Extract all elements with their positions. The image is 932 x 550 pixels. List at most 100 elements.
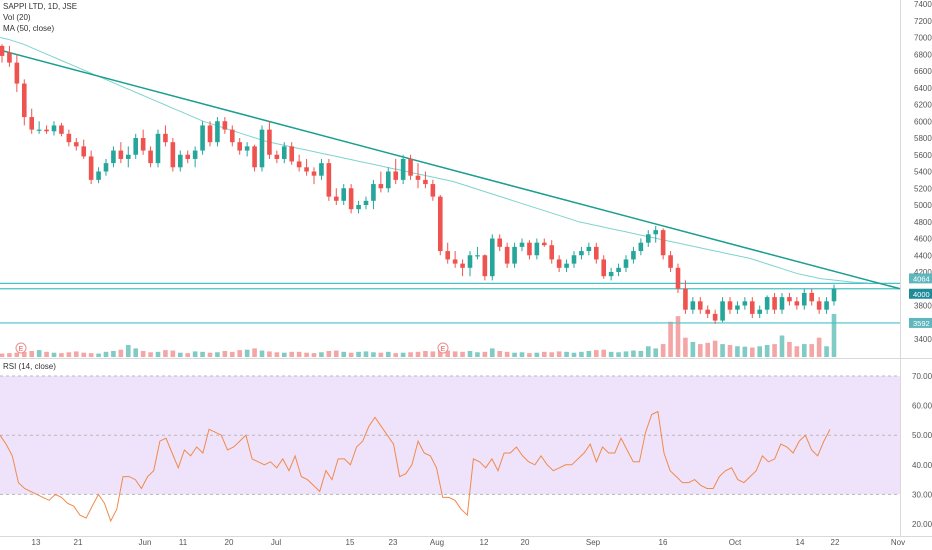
volume-bar [385, 351, 391, 357]
volume-bar [244, 349, 250, 357]
candle-body [356, 205, 361, 210]
time-tick-label: 22 [831, 538, 840, 547]
candle-body [296, 161, 302, 168]
volume-legend[interactable]: Vol (20) [3, 13, 31, 22]
candle-body [668, 255, 673, 268]
price-badge[interactable] [909, 273, 932, 284]
candle-body [14, 62, 20, 84]
candle-body [809, 292, 815, 302]
trendline[interactable] [0, 49, 901, 290]
candle-body [44, 129, 49, 132]
price-tick-label: 7400 [914, 0, 932, 9]
candle-body [29, 117, 35, 130]
volume-bar [571, 352, 577, 357]
volume-bar [504, 351, 510, 357]
volume-bar [749, 347, 755, 357]
candle-body [831, 288, 837, 302]
volume-bar [133, 348, 139, 357]
candle-body [616, 267, 621, 272]
candle-body [712, 313, 718, 321]
volume-bar [727, 344, 733, 357]
candle-body [408, 158, 413, 176]
volume-bar [452, 351, 458, 357]
earnings-marker[interactable] [15, 342, 27, 354]
volume-bar [0, 353, 5, 357]
volume-bar [125, 344, 131, 357]
symbol-line[interactable]: SAPPI LTD, 1D, JSE [3, 2, 78, 11]
volume-bar [36, 350, 42, 357]
volume-bar [608, 351, 614, 357]
candle-body [645, 234, 651, 243]
volume-bar [348, 352, 354, 357]
candle-body [378, 184, 384, 189]
candle-body [445, 251, 451, 260]
volume-bar [400, 352, 406, 357]
candle-body [155, 133, 161, 164]
price-tick-label: 6800 [914, 50, 932, 59]
volume-bar [742, 346, 748, 357]
candle-body [215, 121, 220, 143]
price-tick-label: 4400 [914, 251, 932, 260]
volume-bar [274, 352, 280, 357]
candle-body [415, 175, 421, 180]
ma-legend[interactable]: MA (50, close) [3, 24, 55, 33]
price-tick-label: 5000 [914, 201, 932, 210]
horizontal-levels[interactable] [0, 282, 900, 324]
volume-bar [757, 346, 763, 357]
price-badge[interactable] [909, 288, 932, 299]
candle-body [326, 163, 332, 197]
volume-bar [445, 350, 451, 357]
volume-bar [140, 350, 146, 357]
time-tick-label: Nov [891, 538, 905, 547]
time-tick-label: 14 [796, 538, 805, 547]
rsi-legend-label[interactable]: RSI (14, close) [3, 362, 56, 371]
candle-body [601, 259, 607, 277]
time-tick-label: 23 [389, 538, 398, 547]
candle-body [267, 129, 272, 155]
candle-body [437, 196, 443, 252]
candle-body [512, 246, 517, 264]
price-tick-label: 3800 [914, 302, 932, 311]
volume-bar [497, 350, 503, 357]
price-tick-label: 5400 [914, 168, 932, 177]
time-tick-label: 12 [480, 538, 489, 547]
volume-bar [14, 352, 20, 357]
time-tick-label: 13 [32, 538, 41, 547]
volume-bar [155, 351, 161, 357]
rsi-tick-label: 60.00 [912, 402, 932, 411]
volume-bar [51, 352, 57, 357]
volume-bar [341, 351, 347, 357]
candle-body [140, 138, 146, 151]
candle-body [638, 242, 644, 252]
price-tick-label: 5600 [914, 151, 932, 160]
volume-bar [371, 352, 376, 357]
trendline-group[interactable] [0, 49, 901, 290]
candle-body [125, 154, 131, 159]
volume-bar [787, 341, 792, 357]
time-tick-label: 20 [521, 538, 530, 547]
price-tick-label: 5800 [914, 134, 932, 143]
volume-bar [29, 350, 35, 357]
candle-body [467, 255, 473, 268]
candle-body [304, 167, 309, 172]
candle-body [103, 163, 109, 172]
volume-bar [237, 350, 243, 357]
volume-bar [831, 314, 837, 357]
price-badge[interactable] [909, 317, 932, 328]
volume-bar [66, 352, 72, 357]
volume-bar [229, 351, 235, 357]
volume-bar [437, 349, 443, 357]
volume-bar [311, 353, 317, 357]
volume-bar [148, 352, 153, 357]
price-tick-label: 6200 [914, 101, 932, 110]
volume-bar [460, 351, 465, 357]
candles [0, 44, 837, 324]
price-tick-label: 7200 [914, 17, 932, 26]
volume-bar [296, 351, 302, 357]
earnings-marker[interactable] [437, 342, 449, 354]
candle-body [497, 238, 503, 247]
candle-body [824, 301, 829, 310]
candle-body [222, 121, 228, 130]
